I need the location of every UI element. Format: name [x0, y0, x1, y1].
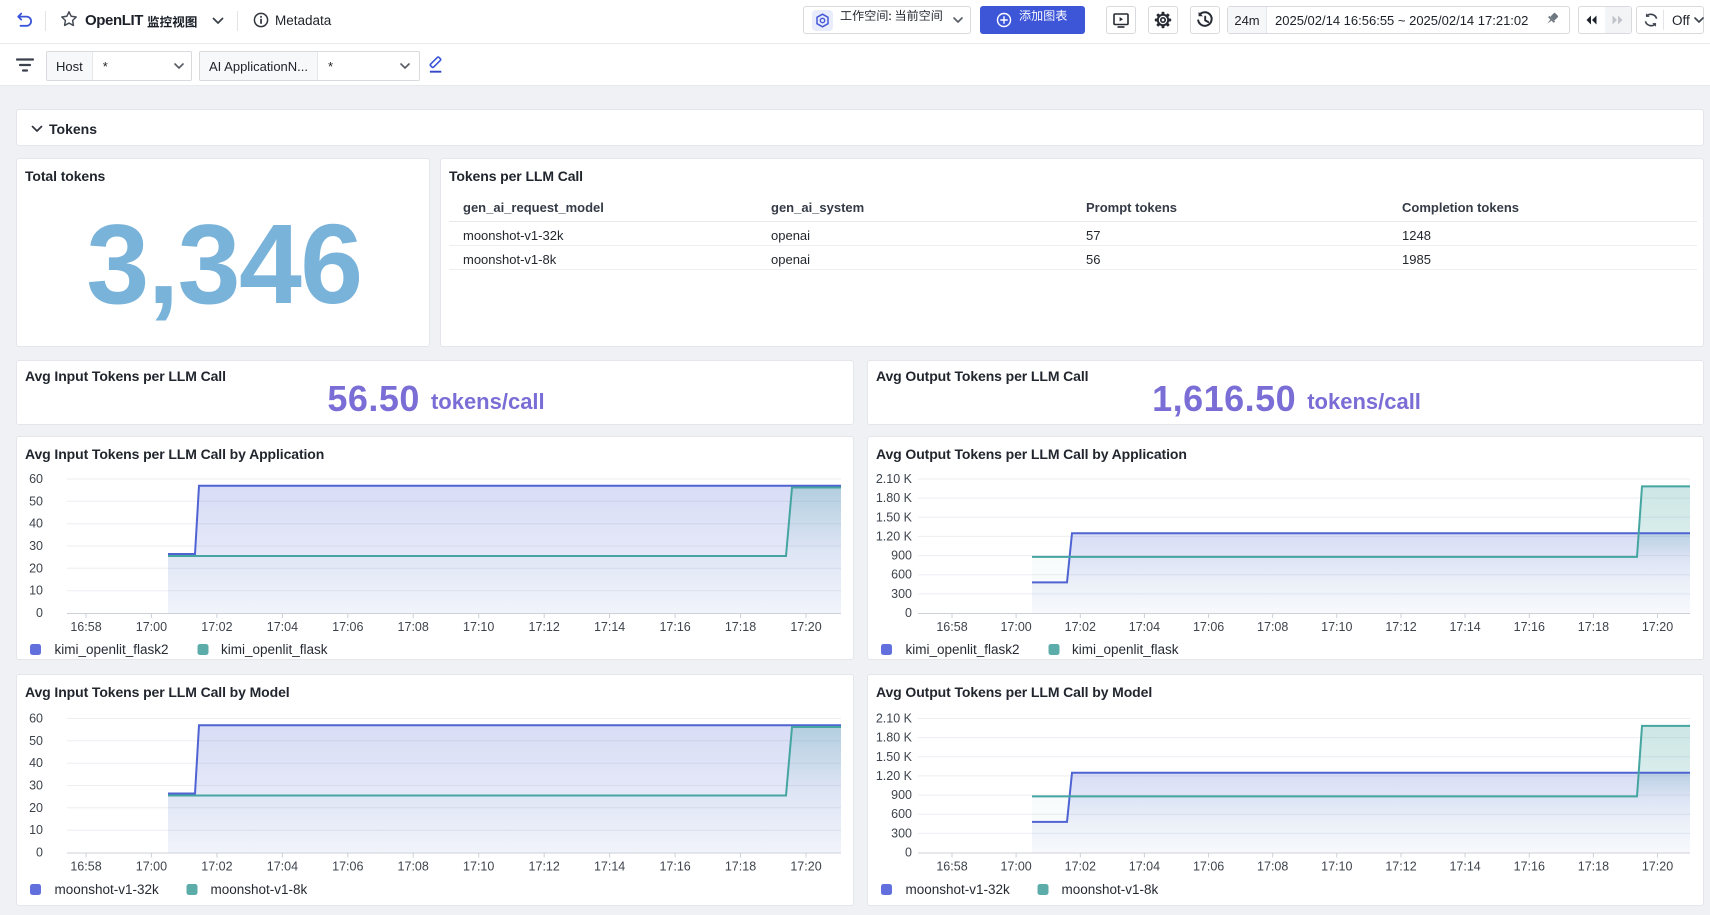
svg-text:30: 30 [29, 779, 43, 793]
svg-text:50: 50 [29, 494, 43, 508]
svg-text:40: 40 [29, 517, 43, 531]
svg-text:16:58: 16:58 [70, 860, 101, 874]
svg-text:17:10: 17:10 [463, 620, 494, 634]
svg-text:17:14: 17:14 [594, 620, 625, 634]
svg-text:2.10 K: 2.10 K [876, 472, 913, 486]
svg-text:17:08: 17:08 [1257, 620, 1288, 634]
svg-text:1.50 K: 1.50 K [876, 510, 913, 524]
svg-text:600: 600 [891, 807, 912, 821]
svg-text:moonshot-v1-8k: moonshot-v1-8k [1062, 882, 1159, 897]
svg-text:17:04: 17:04 [267, 620, 298, 634]
svg-text:17:08: 17:08 [1257, 860, 1288, 874]
svg-text:60: 60 [29, 712, 43, 726]
svg-text:17:20: 17:20 [1642, 860, 1673, 874]
svg-text:moonshot-v1-32k: moonshot-v1-32k [906, 882, 1011, 897]
svg-text:17:18: 17:18 [725, 860, 756, 874]
svg-text:kimi_openlit_flask: kimi_openlit_flask [1072, 642, 1179, 657]
svg-text:1.50 K: 1.50 K [876, 750, 913, 764]
svg-text:17:08: 17:08 [398, 620, 429, 634]
svg-text:17:06: 17:06 [332, 860, 363, 874]
svg-text:30: 30 [29, 539, 43, 553]
svg-text:17:00: 17:00 [1000, 620, 1031, 634]
svg-text:moonshot-v1-32k: moonshot-v1-32k [55, 882, 160, 897]
svg-text:17:20: 17:20 [790, 860, 821, 874]
svg-text:1.80 K: 1.80 K [876, 731, 913, 745]
svg-text:10: 10 [29, 584, 43, 598]
svg-text:17:04: 17:04 [267, 860, 298, 874]
svg-text:17:02: 17:02 [1065, 620, 1096, 634]
svg-text:0: 0 [36, 846, 43, 860]
svg-text:kimi_openlit_flask2: kimi_openlit_flask2 [906, 642, 1020, 657]
svg-text:10: 10 [29, 823, 43, 837]
svg-text:40: 40 [29, 756, 43, 770]
svg-text:0: 0 [36, 606, 43, 620]
svg-text:1.20 K: 1.20 K [876, 529, 913, 543]
svg-text:17:16: 17:16 [1514, 620, 1545, 634]
svg-text:17:00: 17:00 [136, 620, 167, 634]
svg-text:20: 20 [29, 561, 43, 575]
svg-text:17:06: 17:06 [332, 620, 363, 634]
svg-text:16:58: 16:58 [936, 860, 967, 874]
svg-text:17:16: 17:16 [659, 620, 690, 634]
svg-text:17:12: 17:12 [1385, 860, 1416, 874]
svg-text:17:10: 17:10 [1321, 860, 1352, 874]
svg-text:17:02: 17:02 [1065, 860, 1096, 874]
svg-text:2.10 K: 2.10 K [876, 712, 913, 726]
svg-text:17:00: 17:00 [136, 860, 167, 874]
svg-text:16:58: 16:58 [70, 620, 101, 634]
svg-text:17:14: 17:14 [594, 860, 625, 874]
svg-text:300: 300 [891, 587, 912, 601]
svg-text:17:10: 17:10 [463, 860, 494, 874]
svg-text:17:04: 17:04 [1129, 620, 1160, 634]
svg-text:0: 0 [905, 606, 912, 620]
svg-text:17:20: 17:20 [1642, 620, 1673, 634]
svg-text:moonshot-v1-8k: moonshot-v1-8k [211, 882, 308, 897]
svg-text:60: 60 [29, 472, 43, 486]
svg-text:17:00: 17:00 [1000, 860, 1031, 874]
svg-text:600: 600 [891, 568, 912, 582]
svg-text:17:04: 17:04 [1129, 860, 1160, 874]
svg-text:17:18: 17:18 [1578, 620, 1609, 634]
svg-text:17:02: 17:02 [201, 620, 232, 634]
svg-text:17:18: 17:18 [1578, 860, 1609, 874]
svg-text:17:06: 17:06 [1193, 620, 1224, 634]
svg-text:17:14: 17:14 [1449, 860, 1480, 874]
svg-text:17:12: 17:12 [1385, 620, 1416, 634]
svg-text:20: 20 [29, 801, 43, 815]
svg-text:17:16: 17:16 [1514, 860, 1545, 874]
svg-text:17:12: 17:12 [529, 620, 560, 634]
svg-text:17:12: 17:12 [529, 860, 560, 874]
svg-text:900: 900 [891, 549, 912, 563]
svg-text:17:14: 17:14 [1449, 620, 1480, 634]
svg-text:17:18: 17:18 [725, 620, 756, 634]
svg-text:1.80 K: 1.80 K [876, 491, 913, 505]
svg-text:17:02: 17:02 [201, 860, 232, 874]
svg-text:1.20 K: 1.20 K [876, 769, 913, 783]
svg-text:16:58: 16:58 [936, 620, 967, 634]
svg-text:17:08: 17:08 [398, 860, 429, 874]
svg-text:17:10: 17:10 [1321, 620, 1352, 634]
svg-text:300: 300 [891, 826, 912, 840]
svg-text:kimi_openlit_flask2: kimi_openlit_flask2 [55, 642, 169, 657]
svg-text:17:06: 17:06 [1193, 860, 1224, 874]
svg-text:0: 0 [905, 846, 912, 860]
svg-text:17:20: 17:20 [790, 620, 821, 634]
svg-text:17:16: 17:16 [659, 860, 690, 874]
svg-text:50: 50 [29, 734, 43, 748]
svg-text:900: 900 [891, 788, 912, 802]
svg-text:kimi_openlit_flask: kimi_openlit_flask [221, 642, 328, 657]
